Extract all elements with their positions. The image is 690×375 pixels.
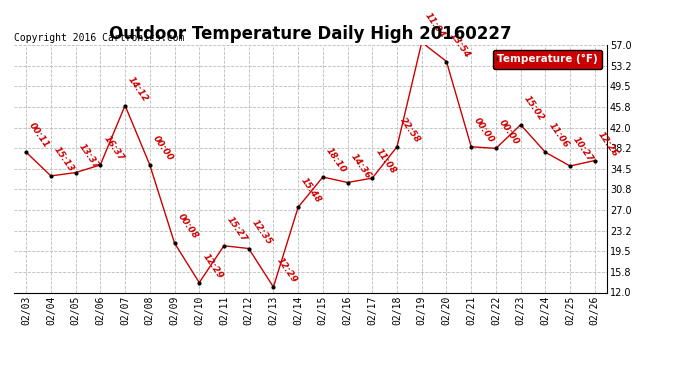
Text: 14:12: 14:12 bbox=[126, 75, 150, 103]
Text: 16:37: 16:37 bbox=[101, 134, 126, 163]
Title: Outdoor Temperature Daily High 20160227: Outdoor Temperature Daily High 20160227 bbox=[109, 26, 512, 44]
Legend: Temperature (°F): Temperature (°F) bbox=[493, 50, 602, 69]
Text: 15:02: 15:02 bbox=[522, 94, 546, 123]
Text: 18:10: 18:10 bbox=[324, 146, 348, 175]
Text: 14:36: 14:36 bbox=[349, 152, 373, 180]
Text: 00:11: 00:11 bbox=[28, 122, 51, 150]
Text: 12:29: 12:29 bbox=[201, 252, 224, 280]
Text: 11:04: 11:04 bbox=[423, 12, 447, 40]
Text: Copyright 2016 Cartronics.com: Copyright 2016 Cartronics.com bbox=[14, 33, 184, 42]
Text: 00:00: 00:00 bbox=[497, 118, 521, 146]
Text: 15:48: 15:48 bbox=[299, 177, 323, 205]
Text: 11:06: 11:06 bbox=[546, 122, 571, 150]
Text: 00:08: 00:08 bbox=[176, 212, 199, 241]
Text: 15:13: 15:13 bbox=[52, 145, 76, 174]
Text: 13:37: 13:37 bbox=[77, 142, 101, 170]
Text: 22:58: 22:58 bbox=[398, 116, 422, 144]
Text: 12:26: 12:26 bbox=[596, 130, 620, 158]
Text: 00:00: 00:00 bbox=[473, 116, 496, 144]
Text: 10:27: 10:27 bbox=[571, 135, 595, 164]
Text: 00:00: 00:00 bbox=[151, 134, 175, 163]
Text: 11:08: 11:08 bbox=[373, 147, 397, 176]
Text: 12:35: 12:35 bbox=[250, 218, 274, 246]
Text: 13:54: 13:54 bbox=[448, 31, 471, 59]
Text: 12:29: 12:29 bbox=[275, 256, 299, 285]
Text: 15:27: 15:27 bbox=[225, 215, 249, 243]
